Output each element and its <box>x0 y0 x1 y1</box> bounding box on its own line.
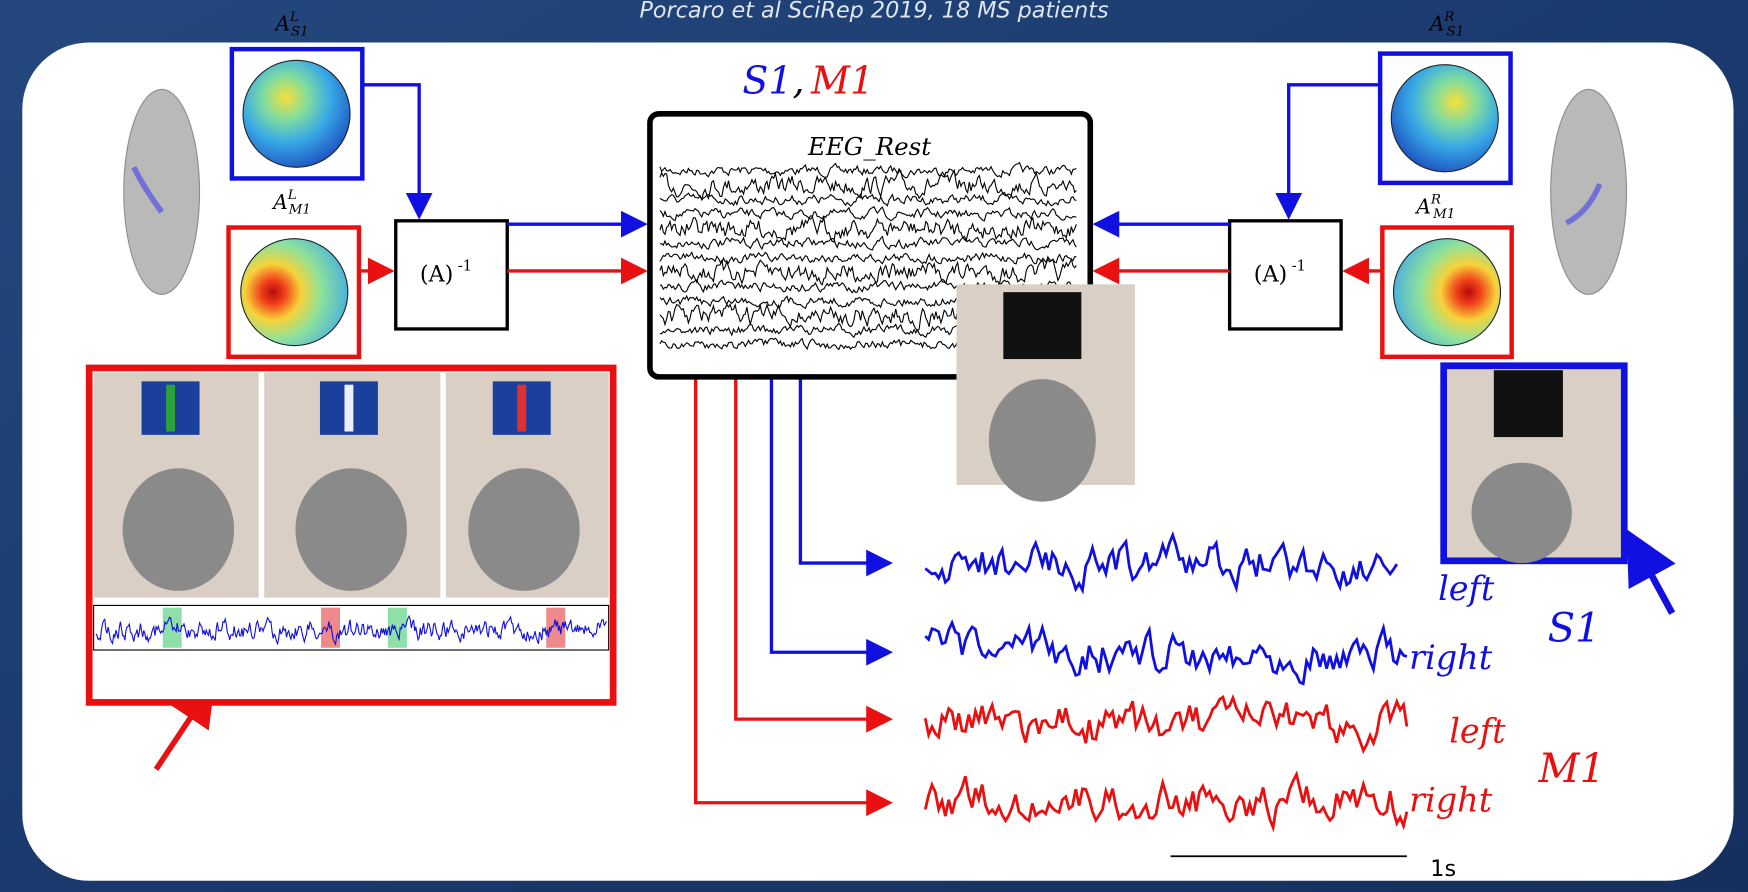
photo-head <box>468 468 579 591</box>
label-sub: M1 <box>288 202 311 217</box>
label-base: A <box>271 189 287 213</box>
photo-monitor <box>1494 370 1563 437</box>
photo-head <box>1472 463 1572 563</box>
inverse-base: (A) <box>1254 261 1287 287</box>
inverse-exponent: -1 <box>458 259 472 275</box>
page: {"header": {"caption": "Porcaro et al Sc… <box>0 0 1748 892</box>
photo <box>1444 366 1625 563</box>
emg-marker <box>388 608 407 648</box>
label-base: A <box>273 11 289 35</box>
label-sub: S1 <box>291 24 309 39</box>
photo-monitor <box>1003 292 1081 359</box>
output-label: right <box>1409 781 1493 820</box>
label-sub: S1 <box>1447 24 1465 39</box>
label-sup: R <box>1443 9 1454 24</box>
label-base: A <box>1428 11 1444 35</box>
label-base: A <box>1414 194 1430 218</box>
label-sup: R <box>1430 192 1441 207</box>
inverse-exponent: -1 <box>1292 259 1306 275</box>
label-sup: L <box>287 188 297 203</box>
scale-bar-label: 1s <box>1430 856 1456 882</box>
brain-left <box>124 89 200 294</box>
output-label: left <box>1438 569 1495 608</box>
group-label: M1 <box>1538 746 1606 792</box>
photo-head <box>295 468 406 591</box>
photo-bar <box>344 385 353 432</box>
topomap <box>243 60 350 167</box>
topomap <box>1391 65 1498 172</box>
title-m1: M1 <box>810 58 874 102</box>
output-label: left <box>1449 712 1506 751</box>
photo <box>956 284 1134 501</box>
topomap <box>241 239 348 346</box>
header-caption: Porcaro et al SciRep 2019, 18 MS patient… <box>639 0 1109 24</box>
task-photos <box>94 372 609 597</box>
photo-bar <box>517 385 526 432</box>
group-label: S1 <box>1548 606 1601 652</box>
diagram: Porcaro et al SciRep 2019, 18 MS patient… <box>0 0 1748 892</box>
title-s1: S1 <box>742 58 792 102</box>
topomap <box>1393 239 1500 346</box>
label-sub: M1 <box>1432 207 1455 222</box>
brain-right <box>1551 89 1627 294</box>
label-sup: L <box>289 9 299 24</box>
inverse-base: (A) <box>420 261 453 287</box>
photo-head <box>123 468 234 591</box>
eeg-label: EEG_Rest <box>807 132 931 161</box>
title-separator: , <box>792 58 804 102</box>
photo-head <box>989 379 1096 502</box>
output-label: right <box>1409 638 1493 677</box>
photo-bar <box>166 385 175 432</box>
